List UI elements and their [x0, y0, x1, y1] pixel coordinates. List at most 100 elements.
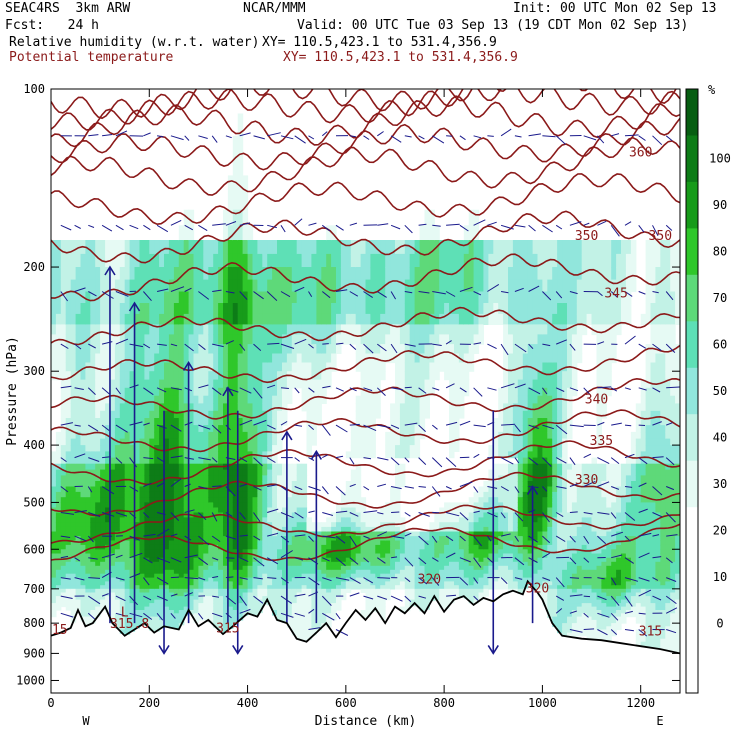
- rh-cell: [55, 592, 62, 597]
- rh-cell: [110, 577, 116, 582]
- rh-cell: [449, 445, 455, 452]
- rh-cell: [203, 240, 209, 255]
- rh-cell: [119, 463, 126, 471]
- rh-cell: [434, 303, 440, 315]
- rh-cell: [439, 512, 445, 518]
- rh-cell: [65, 486, 72, 493]
- rh-cell: [110, 463, 116, 471]
- rh-cell: [110, 486, 116, 493]
- rh-cell: [70, 303, 77, 315]
- rh-cell: [134, 379, 140, 389]
- rh-cell: [311, 279, 317, 293]
- rh-cell: [493, 502, 499, 509]
- rh-cell: [365, 569, 371, 575]
- rh-cell: [365, 596, 371, 601]
- rh-cell: [70, 544, 77, 550]
- rh-cell: [503, 569, 509, 575]
- rh-cell: [168, 606, 175, 611]
- rh-cell: [424, 410, 430, 419]
- rh-cell: [139, 425, 145, 433]
- rh-cell: [508, 379, 514, 389]
- rh-cell: [110, 387, 116, 397]
- rh-cell: [173, 544, 180, 550]
- rh-cell: [80, 313, 86, 325]
- rh-cell: [95, 522, 101, 528]
- rh-cell: [124, 573, 131, 579]
- rh-cell: [355, 353, 362, 364]
- rh-cell: [434, 588, 440, 593]
- rh-cell: [419, 418, 426, 426]
- rh-cell: [336, 596, 342, 601]
- rh-cell: [483, 553, 489, 559]
- rh-cell: [60, 599, 67, 604]
- rh-cell: [277, 522, 283, 528]
- rh-cell: [350, 431, 357, 440]
- rh-cell: [375, 522, 381, 528]
- rh-cell: [159, 379, 165, 389]
- rh-cell: [380, 581, 386, 586]
- rh-cell: [409, 569, 416, 575]
- rh-cell: [60, 531, 67, 537]
- rh-cell: [424, 395, 430, 404]
- rh-cell: [429, 549, 435, 555]
- rh-cell: [213, 561, 219, 567]
- rh-cell: [168, 387, 175, 397]
- rh-cell: [218, 353, 224, 364]
- rh-cell: [331, 334, 337, 345]
- rh-cell: [473, 240, 480, 255]
- rh-cell: [424, 313, 430, 325]
- rh-cell: [149, 502, 155, 509]
- rh-cell: [95, 517, 101, 523]
- rh-cell: [119, 362, 126, 372]
- rh-cell: [119, 616, 126, 621]
- rh-cell: [257, 569, 263, 575]
- rh-cell: [139, 303, 145, 315]
- rh-cell: [301, 581, 308, 586]
- rh-cell: [326, 565, 332, 571]
- rh-cell: [262, 544, 268, 550]
- rh-cell: [149, 431, 155, 440]
- rh-cell: [129, 486, 136, 493]
- rh-cell: [119, 629, 126, 634]
- rh-cell: [409, 588, 416, 593]
- rh-cell: [399, 445, 406, 452]
- rh-cell: [493, 469, 499, 476]
- rh-cell: [454, 403, 460, 412]
- rh-cell: [90, 502, 96, 509]
- rh-cell: [444, 569, 450, 575]
- rh-cell: [237, 135, 244, 157]
- rh-cell: [173, 418, 180, 426]
- rh-cell: [483, 522, 489, 528]
- rh-cell: [154, 569, 160, 575]
- rh-cell: [286, 592, 293, 597]
- rh-cell: [51, 603, 57, 608]
- rh-cell: [252, 592, 258, 597]
- rh-cell: [385, 267, 391, 281]
- rh-cell: [70, 403, 77, 412]
- rh-cell: [223, 445, 229, 452]
- rh-cell: [316, 313, 322, 325]
- rh-cell: [154, 623, 160, 627]
- rh-cell: [277, 596, 283, 601]
- rh-cell: [164, 362, 170, 372]
- rh-cell: [237, 313, 244, 325]
- rh-cell: [188, 303, 195, 315]
- rh-cell: [198, 438, 204, 446]
- rh-cell: [404, 599, 411, 604]
- rh-cell: [85, 553, 91, 559]
- rh-cell: [144, 362, 150, 372]
- rh-cell: [55, 457, 62, 465]
- rh-cell: [311, 438, 317, 446]
- rh-cell: [419, 549, 426, 555]
- rh-cell: [237, 475, 244, 482]
- rh-cell: [60, 313, 67, 325]
- rh-cell: [321, 544, 327, 550]
- rh-cell: [218, 438, 224, 446]
- rh-cell: [345, 526, 352, 533]
- rh-cell: [449, 549, 455, 555]
- rh-cell: [119, 240, 126, 255]
- rh-cell: [80, 253, 86, 268]
- rh-cell: [232, 616, 239, 621]
- rh-cell: [51, 569, 57, 575]
